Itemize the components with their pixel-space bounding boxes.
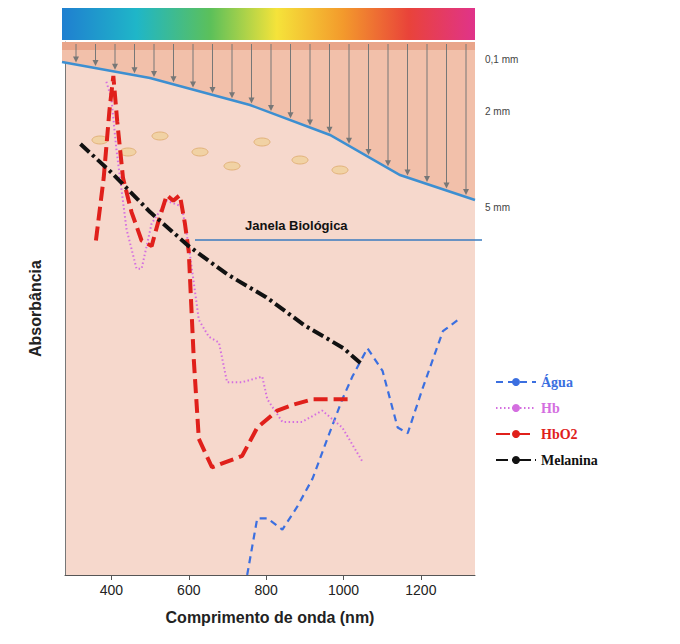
svg-text:Hb: Hb [541, 401, 560, 416]
svg-text:600: 600 [177, 582, 201, 598]
svg-text:Absorbância: Absorbância [27, 260, 44, 357]
svg-text:0,1 mm: 0,1 mm [485, 54, 518, 65]
svg-text:400: 400 [100, 582, 124, 598]
svg-text:800: 800 [254, 582, 278, 598]
svg-text:Janela Biológica: Janela Biológica [245, 218, 348, 233]
svg-text:Comprimento de onda (nm): Comprimento de onda (nm) [166, 609, 375, 626]
svg-text:2 mm: 2 mm [485, 106, 510, 117]
svg-text:Melanina: Melanina [541, 453, 598, 468]
svg-text:Água: Água [541, 374, 573, 390]
svg-text:HbO2: HbO2 [541, 427, 578, 442]
svg-text:1000: 1000 [328, 582, 359, 598]
svg-text:1200: 1200 [405, 582, 436, 598]
svg-text:5 mm: 5 mm [485, 202, 510, 213]
